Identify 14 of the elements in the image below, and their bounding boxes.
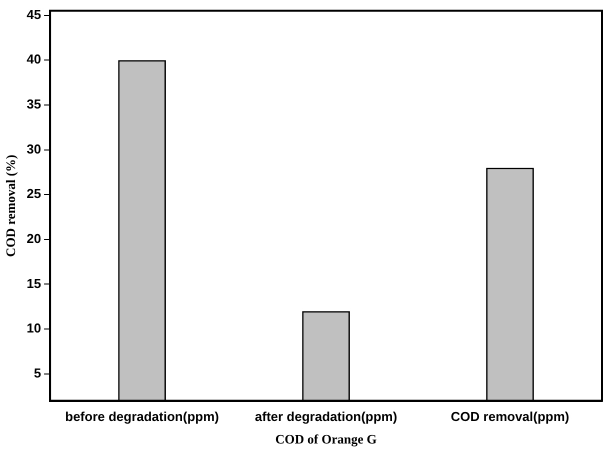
y-tick-label: 35 — [26, 96, 42, 112]
y-tick-label: 15 — [26, 276, 42, 291]
y-tick-label: 25 — [26, 186, 42, 202]
y-tick-label: 5 — [34, 365, 42, 380]
y-tick-label: 30 — [26, 141, 42, 156]
x-axis-title: COD of Orange G — [275, 432, 377, 447]
x-tick-label: before degradation(ppm) — [65, 409, 219, 424]
y-tick-label: 10 — [26, 320, 42, 336]
y-axis-title: COD removal (%) — [3, 154, 18, 257]
y-tick-label: 40 — [26, 52, 42, 67]
x-tick-label: after degradation(ppm) — [254, 409, 398, 424]
x-tick-label: COD removal(ppm) — [450, 409, 570, 424]
y-tick-label: 45 — [26, 6, 42, 22]
y-tick-label: 20 — [26, 231, 42, 246]
